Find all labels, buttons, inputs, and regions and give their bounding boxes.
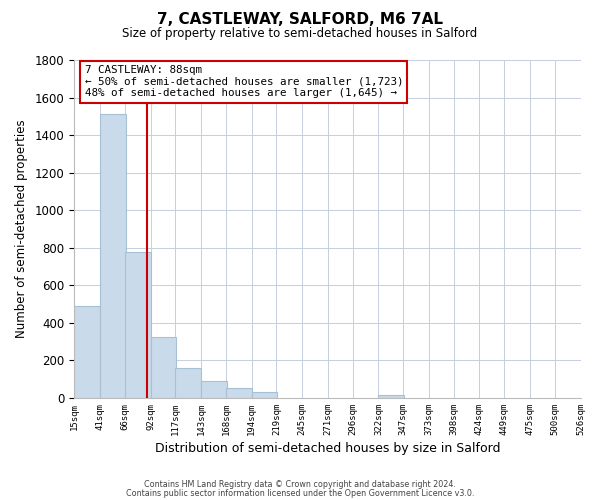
X-axis label: Distribution of semi-detached houses by size in Salford: Distribution of semi-detached houses by … xyxy=(155,442,500,455)
Bar xyxy=(74,306,100,398)
Text: Size of property relative to semi-detached houses in Salford: Size of property relative to semi-detach… xyxy=(122,28,478,40)
Text: Contains public sector information licensed under the Open Government Licence v3: Contains public sector information licen… xyxy=(126,488,474,498)
Y-axis label: Number of semi-detached properties: Number of semi-detached properties xyxy=(15,120,28,338)
Bar xyxy=(379,395,404,398)
Bar xyxy=(125,252,151,398)
Bar xyxy=(251,392,277,398)
Bar xyxy=(226,388,251,398)
Text: 7, CASTLEWAY, SALFORD, M6 7AL: 7, CASTLEWAY, SALFORD, M6 7AL xyxy=(157,12,443,28)
Bar xyxy=(175,368,201,398)
Bar xyxy=(151,337,176,398)
Text: 7 CASTLEWAY: 88sqm
← 50% of semi-detached houses are smaller (1,723)
48% of semi: 7 CASTLEWAY: 88sqm ← 50% of semi-detache… xyxy=(85,65,403,98)
Bar xyxy=(100,114,126,398)
Bar xyxy=(201,381,227,398)
Text: Contains HM Land Registry data © Crown copyright and database right 2024.: Contains HM Land Registry data © Crown c… xyxy=(144,480,456,489)
